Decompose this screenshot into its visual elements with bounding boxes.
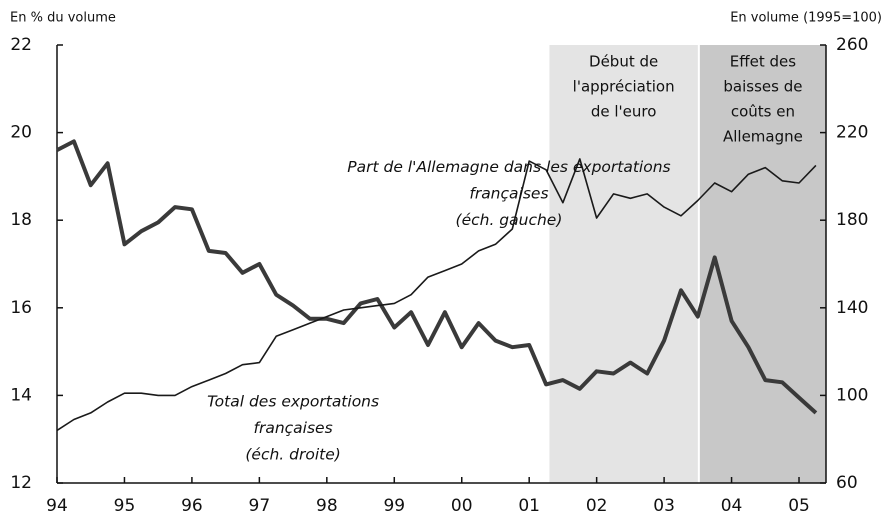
- y2-tick-label: 260: [836, 35, 868, 55]
- x-tick-label: 04: [721, 496, 743, 516]
- y-tick-label: 14: [10, 385, 32, 405]
- annotation: (éch. gauche): [456, 211, 563, 229]
- region-label: de l'euro: [591, 103, 657, 121]
- region-label: Allemagne: [723, 128, 803, 146]
- shaded-region: [699, 45, 826, 483]
- x-tick-label: 99: [383, 496, 405, 516]
- y2-tick-label: 220: [836, 123, 868, 143]
- series-line: [56, 158, 817, 432]
- y-tick-label: 22: [10, 35, 32, 55]
- annotation: (éch. droite): [245, 445, 340, 463]
- annotation: Total des exportations: [207, 392, 379, 410]
- x-tick-label: 05: [788, 496, 810, 516]
- x-tick-label: 01: [518, 496, 540, 516]
- x-tick-label: 02: [586, 496, 608, 516]
- x-tick-label: 98: [316, 496, 338, 516]
- y2-axis-label: En volume (1995=100): [730, 11, 882, 26]
- region-label: coûts en: [731, 103, 795, 121]
- annotation: françaises: [469, 185, 548, 203]
- region-label: Effet des: [730, 53, 796, 71]
- y-tick-label: 18: [10, 210, 32, 230]
- y-tick-label: 20: [10, 123, 32, 143]
- y2-tick-label: 60: [836, 473, 858, 493]
- x-tick-label: 96: [181, 496, 203, 516]
- region-label: baisses de: [723, 78, 802, 96]
- y2-tick-label: 100: [836, 385, 868, 405]
- y-axis-label: En % du volume: [10, 11, 116, 26]
- x-tick-label: 95: [114, 496, 136, 516]
- x-tick-label: 97: [249, 496, 271, 516]
- y-tick-label: 12: [10, 473, 32, 493]
- region-label: Début de: [589, 53, 658, 71]
- annotation: Part de l'Allemagne dans les exportation…: [347, 158, 670, 176]
- x-tick-label: 00: [451, 496, 473, 516]
- x-tick-label: 03: [653, 496, 675, 516]
- annotation: françaises: [254, 419, 333, 437]
- series-line: [56, 139, 818, 415]
- x-tick-label: 94: [46, 496, 68, 516]
- region-label: l'appréciation: [573, 78, 675, 96]
- y2-tick-label: 180: [836, 210, 868, 230]
- shaded-region: [549, 45, 698, 483]
- y-tick-label: 16: [10, 298, 32, 318]
- y2-tick-label: 140: [836, 298, 868, 318]
